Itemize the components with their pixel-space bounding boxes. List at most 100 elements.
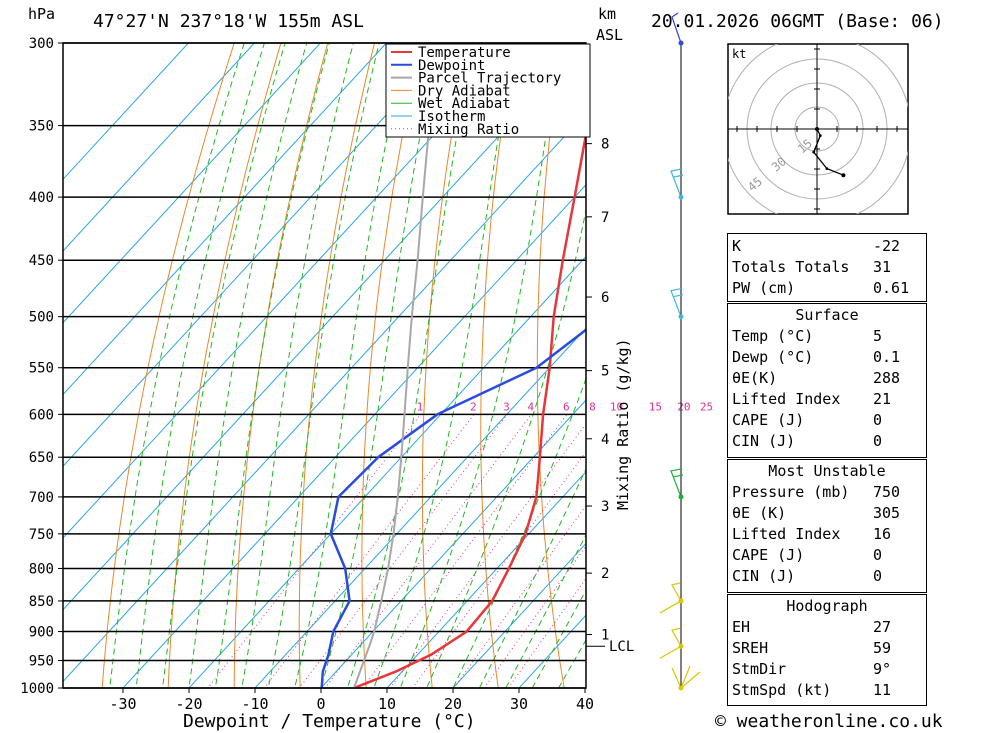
mu-label-cape: CAPE (J) [732,546,805,564]
mixing-ratio-line [411,451,586,688]
lcl-label: LCL [609,639,634,655]
isotherm-line [122,184,586,688]
wet-adiabat-line [531,589,586,688]
hodo-label-stmspd: StmSpd (kt) [732,681,832,699]
surface-label-cin: CIN (J) [732,432,796,450]
wind-barb [671,12,682,44]
surface-label-li: Lifted Index [732,390,841,408]
hodograph-point [812,150,816,154]
wet-adiabat-line [241,43,354,688]
surface-value-cin: 0 [873,432,883,450]
wind-barb [659,582,682,614]
index-value-totals: 31 [873,258,892,276]
legend-label: Temperature [418,45,511,61]
temperature-tick-label: 40 [576,695,594,713]
wet-adiabat-line [267,43,380,688]
surface-value-cape: 0 [873,411,883,429]
dry-adiabat-line [645,0,703,714]
mu-value-thetae: 305 [873,504,901,522]
pressure-tick-label: 400 [29,190,54,206]
dry-adiabat-line [977,0,1000,714]
pressure-tick-label: 800 [29,561,54,577]
mixing-ratio-line [362,413,568,688]
pressure-tick-label: 550 [29,361,54,377]
wet-adiabat-line [558,639,586,688]
hodograph-point [825,167,829,171]
mu-label-cin: CIN (J) [732,567,796,585]
height-unit-label: km [598,5,616,23]
mixing-ratio-axis-label: Mixing Ratio (g/kg) [614,338,632,510]
temperature-series-line [353,127,586,688]
surface-value-dewp: 0.1 [873,348,901,366]
wind-barb [671,665,701,689]
surface-title: Surface [795,306,859,324]
pressure-tick-label: 500 [29,310,54,326]
mu-value-cape: 0 [873,546,883,564]
wet-adiabat-line [505,533,586,688]
hodo-label-eh: EH [732,618,751,636]
legend-label: Mixing Ratio [418,122,519,138]
surface-value-temp: 5 [873,327,883,345]
wet-adiabat-line [478,467,586,688]
isotherm-line [63,43,256,252]
mu-value-li: 16 [873,525,892,543]
legend-label: Dewpoint [418,58,485,74]
index-label-k: K [732,237,742,255]
pressure-unit-label: hPa [28,5,55,23]
parcel-trajectory-series-line [353,43,441,688]
isotherm-line [63,112,586,683]
temperature-tick-label: -30 [109,695,136,713]
index-value-k: -22 [873,237,901,255]
indices-box: K -22 Totals Totals 31 PW (cm) 0.61 [727,233,927,302]
mixing-ratio-tick-label: 25 [700,400,713,413]
mixing-ratio-tick-label: 4 [527,400,534,413]
copyright-text: © weatheronline.co.uk [715,711,943,732]
dry-adiabat-line [933,0,1000,714]
hodo-value-stmspd: 11 [873,681,892,699]
surface-label-temp: Temp (°C) [732,327,814,345]
mixing-ratio-tick-label: 10 [610,400,623,413]
height-unit-label-asl: ASL [596,26,623,44]
dewpoint-series-line [320,328,586,688]
mu-label-pressure: Pressure (mb) [732,483,850,501]
pressure-tick-label: 600 [29,407,54,423]
surface-value-thetae: 288 [873,369,901,387]
mixing-ratio-line [453,504,586,688]
mixing-ratio-tick-label: 20 [677,400,690,413]
mixing-ratio-tick-label: 2 [470,400,477,413]
stats-panel: K -22 Totals Totals 31 PW (cm) 0.61 Surf… [727,233,927,706]
surface-value-li: 21 [873,390,892,408]
wet-adiabat-line [214,43,330,688]
height-tick-label: 8 [601,137,609,153]
height-tick-label: 5 [601,364,609,380]
isotherm-line [452,542,586,688]
temperature-tick-label: 30 [510,695,528,713]
isotherm-line [320,399,586,688]
hodo-value-sreh: 59 [873,639,892,657]
index-value-pw: 0.61 [873,279,910,297]
temperature-tick-label: -10 [241,695,268,713]
mixing-ratio-tick-label: 1 [417,400,424,413]
hodograph-point [818,134,822,138]
wet-adiabat-line [162,43,286,688]
wet-adiabat-line [135,43,265,688]
mu-value-pressure: 750 [873,483,901,501]
pressure-tick-label: 300 [29,36,54,52]
hodograph-point [841,173,846,178]
height-tick-label: 4 [601,432,609,448]
pressure-tick-label: 1000 [20,681,54,697]
mu-label-thetae: θE (K) [732,504,787,522]
pressure-tick-label: 450 [29,253,54,269]
isotherm-line [63,43,322,324]
most-unstable-box: Most Unstable Pressure (mb) 750 θE (K) 3… [727,459,927,593]
mixing-ratio-line [483,545,586,688]
mixing-ratio-tick-label: 3 [503,400,510,413]
mixing-ratio-tick-label: 15 [649,400,662,413]
index-label-totals: Totals Totals [732,258,850,276]
height-tick-label: 2 [601,566,609,582]
mixing-ratio-line [324,413,532,688]
mixing-ratio-line [507,577,586,688]
hodograph-point [815,127,819,131]
hodograph-stats-title: Hodograph [786,597,868,615]
